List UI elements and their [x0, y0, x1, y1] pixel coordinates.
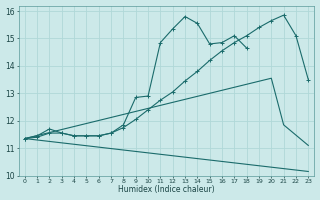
X-axis label: Humidex (Indice chaleur): Humidex (Indice chaleur) — [118, 185, 215, 194]
